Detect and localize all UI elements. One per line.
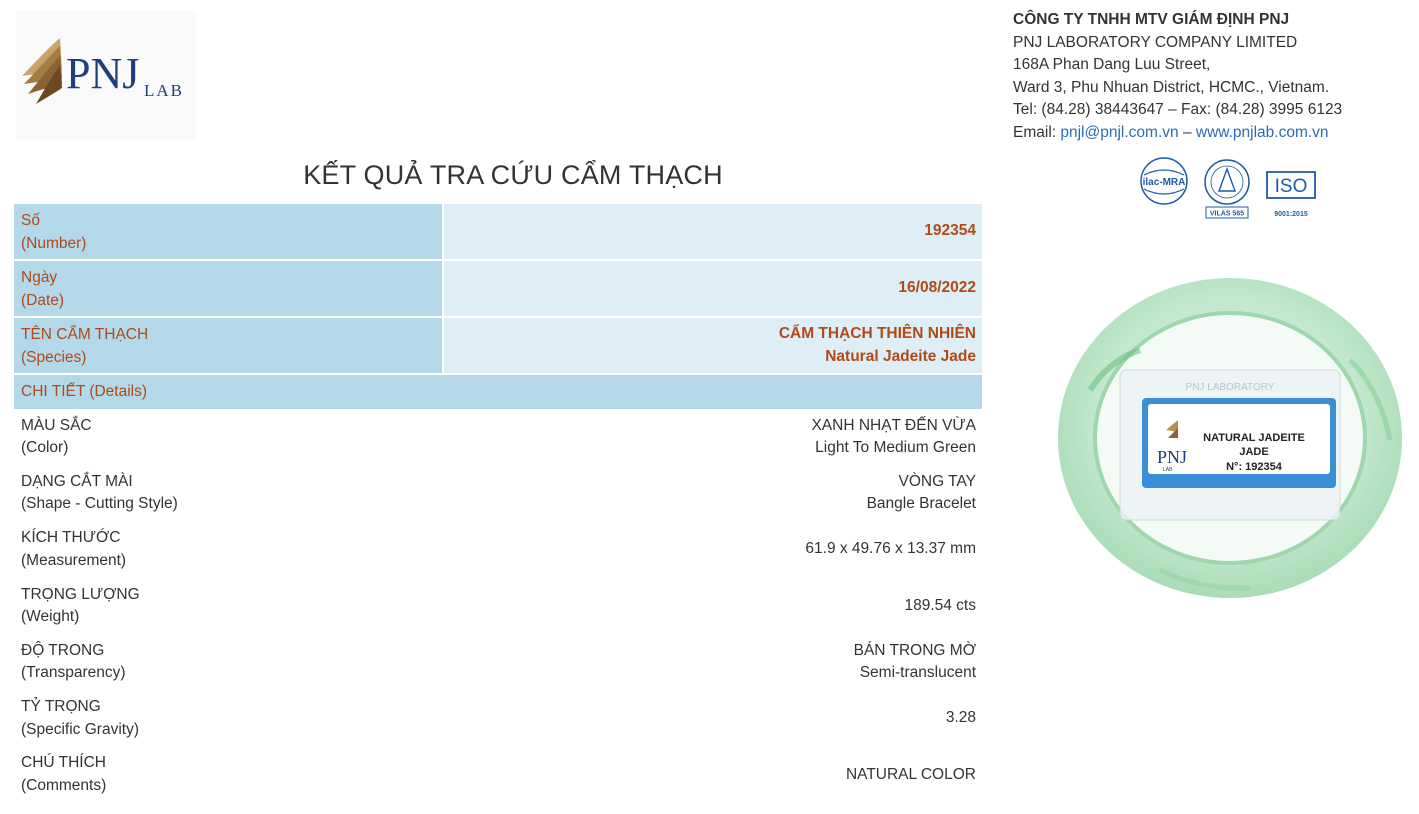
- detail-value-text: 61.9 x 49.76 x 13.37 mm: [805, 540, 976, 558]
- detail-value: XANH NHẠT ĐẾN VỪA Light To Medium Green: [444, 415, 982, 460]
- ilac-mra-badge-icon: ilac-MRA: [1140, 157, 1188, 205]
- detail-value: BÁN TRONG MỜ Semi-translucent: [444, 640, 982, 685]
- detail-label: KÍCH THƯỚC (Measurement): [14, 527, 444, 572]
- species-row: TÊN CẨM THẠCH (Species) CẨM THẠCH THIÊN …: [14, 318, 982, 375]
- date-row: Ngày (Date) 16/08/2022: [14, 261, 982, 318]
- detail-value: 3.28: [444, 707, 982, 730]
- company-name-en: PNJ LABORATORY COMPANY LIMITED: [1013, 33, 1298, 51]
- detail-row-color: MÀU SẮC (Color) XANH NHẠT ĐẾN VỪA Light …: [14, 409, 982, 465]
- contact-separator: –: [1178, 123, 1196, 141]
- email-link[interactable]: pnjl@pnjl.com.vn: [1060, 123, 1179, 141]
- detail-value-vi: XANH NHẠT ĐẾN VỪA: [811, 416, 976, 434]
- detail-label-en: (Color): [21, 439, 69, 457]
- tag-line-3: N°: 192354: [1226, 461, 1283, 473]
- detail-label-vi: ĐỘ TRONG: [21, 641, 105, 659]
- detail-label-vi: KÍCH THƯỚC: [21, 529, 121, 547]
- details-heading: CHI TIẾT (Details): [14, 375, 982, 409]
- detail-label-vi: TRỌNG LƯỢNG: [21, 585, 140, 603]
- detail-value: NATURAL COLOR: [444, 764, 982, 787]
- detail-row-specific-gravity: TỶ TRỌNG (Specific Gravity) 3.28: [14, 690, 982, 746]
- detail-label-en: (Measurement): [21, 551, 127, 569]
- detail-label: TỶ TRỌNG (Specific Gravity): [14, 696, 444, 741]
- detail-value-vi: BÁN TRONG MỜ: [853, 641, 976, 659]
- tag-line-1: NATURAL JADEITE: [1203, 432, 1305, 444]
- date-label: Ngày (Date): [14, 261, 444, 316]
- company-phone-fax: Tel: (84.28) 38443647 – Fax: (84.28) 399…: [1013, 101, 1343, 119]
- detail-row-shape: DẠNG CẮT MÀI (Shape - Cutting Style) VÒN…: [14, 465, 982, 521]
- iso-badge-icon: ISO 9001:2015: [1266, 171, 1316, 218]
- detail-label-vi: MÀU SẮC: [21, 416, 92, 434]
- iso-badge-sub: 9001:2015: [1274, 211, 1308, 218]
- logo-text: PNJ: [66, 49, 139, 98]
- pnj-lab-logo: PNJ LAB: [16, 10, 196, 140]
- detail-value: 61.9 x 49.76 x 13.37 mm: [444, 538, 982, 561]
- ilac-badge-text: ilac-MRA: [1143, 177, 1186, 188]
- number-row: Số (Number) 192354: [14, 204, 982, 261]
- website-link[interactable]: www.pnjlab.com.vn: [1195, 123, 1329, 141]
- detail-value-en: Light To Medium Green: [815, 439, 976, 457]
- detail-label-en: (Transparency): [21, 664, 126, 682]
- diamond-fan-icon: [22, 38, 62, 104]
- detail-label-en: (Specific Gravity): [21, 720, 139, 738]
- number-label-vi: Số: [21, 212, 40, 229]
- vilas-badge-icon: VILAS 565: [1204, 159, 1250, 219]
- certification-badges: ilac-MRA VILAS 565 ISO 9001:2015: [1140, 155, 1330, 221]
- species-value-en: Natural Jadeite Jade: [825, 347, 976, 365]
- email-label: Email:: [1013, 123, 1061, 141]
- company-name-vi: CÔNG TY TNHH MTV GIÁM ĐỊNH PNJ: [1013, 11, 1290, 28]
- vilas-badge-text: VILAS 565: [1210, 211, 1244, 218]
- tag-brand: PNJ: [1157, 447, 1187, 467]
- species-value: CẨM THẠCH THIÊN NHIÊN Natural Jadeite Ja…: [444, 318, 982, 373]
- detail-row-comments: CHÚ THÍCH (Comments) NATURAL COLOR: [14, 747, 982, 803]
- detail-value: 189.54 cts: [444, 595, 982, 618]
- detail-label-en: (Shape - Cutting Style): [21, 495, 178, 513]
- detail-label: CHÚ THÍCH (Comments): [14, 752, 444, 797]
- date-label-vi: Ngày: [21, 269, 58, 286]
- tag-line-2: JADE: [1239, 446, 1268, 458]
- detail-value-vi: VÒNG TAY: [898, 472, 976, 490]
- detail-value: VÒNG TAY Bangle Bracelet: [444, 471, 982, 516]
- detail-value-en: Bangle Bracelet: [866, 495, 976, 513]
- company-info: CÔNG TY TNHH MTV GIÁM ĐỊNH PNJ PNJ LABOR…: [1013, 9, 1342, 145]
- number-value-text: 192354: [924, 222, 976, 240]
- company-address-1: 168A Phan Dang Luu Street,: [1013, 56, 1211, 74]
- jade-bangle-photo: PNJ LABORATORY PNJ LAB NATURAL JADEITE J…: [1050, 270, 1410, 615]
- detail-label-vi: TỶ TRỌNG: [21, 698, 101, 716]
- result-table: Số (Number) 192354 Ngày (Date) 16/08/202…: [14, 204, 982, 803]
- date-value-text: 16/08/2022: [898, 279, 976, 297]
- detail-value-en: Semi-translucent: [859, 664, 976, 682]
- detail-label: TRỌNG LƯỢNG (Weight): [14, 584, 444, 629]
- detail-row-transparency: ĐỘ TRONG (Transparency) BÁN TRONG MỜ Sem…: [14, 634, 982, 690]
- date-label-en: (Date): [21, 291, 65, 309]
- detail-value-text: 189.54 cts: [904, 596, 976, 614]
- detail-label: MÀU SẮC (Color): [14, 415, 444, 460]
- logo-sub-text: LAB: [144, 81, 184, 100]
- detail-label-vi: DẠNG CẮT MÀI: [21, 472, 133, 490]
- species-value-vi: CẨM THẠCH THIÊN NHIÊN: [778, 325, 976, 342]
- number-label-en: (Number): [21, 234, 87, 252]
- detail-label: ĐỘ TRONG (Transparency): [14, 640, 444, 685]
- species-label-vi: TÊN CẨM THẠCH: [21, 326, 149, 343]
- detail-label-en: (Comments): [21, 776, 107, 794]
- tag-logo-icon: [1166, 420, 1178, 438]
- page-title: KẾT QUẢ TRA CỨU CẨM THẠCH: [303, 160, 723, 190]
- company-contact: Email: pnjl@pnjl.com.vn – www.pnjlab.com…: [1013, 122, 1342, 145]
- tag-brand-sub: LAB: [1163, 467, 1173, 473]
- detail-value-text: NATURAL COLOR: [845, 765, 976, 783]
- company-address-2: Ward 3, Phu Nhuan District, HCMC., Vietn…: [1013, 78, 1330, 96]
- number-value: 192354: [444, 204, 982, 259]
- iso-badge-text: ISO: [1275, 176, 1308, 197]
- date-value: 16/08/2022: [444, 261, 982, 316]
- number-label: Số (Number): [14, 204, 444, 259]
- species-label-en: (Species): [21, 348, 87, 366]
- detail-row-weight: TRỌNG LƯỢNG (Weight) 189.54 cts: [14, 578, 982, 634]
- species-label: TÊN CẨM THẠCH (Species): [14, 318, 444, 373]
- detail-label-en: (Weight): [21, 608, 80, 626]
- case-text: PNJ LABORATORY: [1186, 382, 1275, 393]
- detail-value-text: 3.28: [945, 709, 976, 727]
- detail-label: DẠNG CẮT MÀI (Shape - Cutting Style): [14, 471, 444, 516]
- detail-label-vi: CHÚ THÍCH: [21, 754, 106, 772]
- detail-row-measurement: KÍCH THƯỚC (Measurement) 61.9 x 49.76 x …: [14, 522, 982, 578]
